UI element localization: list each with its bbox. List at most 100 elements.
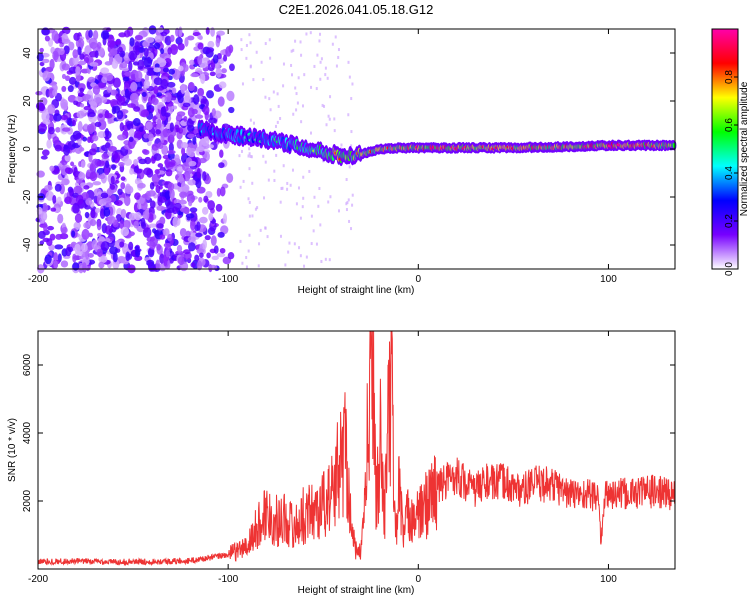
spectrogram-cell (319, 32, 322, 36)
spectrogram-cell (248, 152, 251, 156)
spectrogram-cell (164, 92, 172, 103)
spectrogram-cell (302, 196, 305, 200)
spectrogram-cell (116, 95, 126, 106)
spectrogram-x-tick-label: -200 (28, 274, 48, 285)
spectrogram-cell (76, 110, 85, 119)
spectrogram-cell (137, 202, 142, 210)
spectrogram-cell (162, 67, 170, 73)
spectrogram-cell (94, 208, 101, 214)
snr-x-tick-label: -100 (218, 574, 238, 585)
spectrogram-cell (103, 112, 113, 119)
spectrogram-cell (219, 149, 224, 158)
spectrogram-cell (39, 47, 44, 53)
spectrogram-cell (65, 246, 72, 257)
spectrogram-cell (42, 149, 50, 156)
spectrogram-cell (337, 209, 340, 213)
colorbar-label: Normalized spectral amplitude (739, 81, 750, 216)
spectrogram-cell (112, 77, 121, 89)
spectrogram-cell (190, 262, 196, 268)
spectrogram-cell (85, 249, 90, 260)
spectrogram-cell (44, 35, 50, 42)
spectrogram-cell (345, 178, 348, 182)
spectrogram-cell (264, 42, 267, 46)
spectrogram-cell (189, 148, 196, 153)
spectrogram-cell (144, 209, 150, 220)
spectrogram-cell (125, 251, 131, 262)
spectrogram-cell (348, 75, 351, 79)
spectrogram-cell (273, 178, 276, 182)
spectrogram-cell (167, 127, 177, 138)
spectrogram-cell (47, 104, 56, 115)
spectrogram-cell (329, 195, 332, 199)
colorbar-tick-label: 0.4 (724, 166, 735, 180)
spectrogram-cell (128, 128, 135, 138)
spectrogram-cell (241, 261, 244, 265)
spectrogram-cell (42, 70, 51, 82)
spectrogram-cell (181, 162, 190, 172)
spectrogram-cell (282, 62, 285, 66)
spectrogram-cell (197, 55, 203, 66)
spectrogram-x-tick-label: 100 (600, 274, 617, 285)
spectrogram-cell (188, 160, 197, 167)
spectrogram-cell (45, 191, 54, 201)
spectrogram-cell (119, 219, 124, 230)
spectrogram-cell (348, 219, 351, 223)
spectrogram-cell (167, 150, 176, 155)
spectrogram-cell (46, 139, 52, 149)
spectrogram-cell (240, 48, 243, 52)
spectrogram-cell (145, 121, 153, 131)
spectrogram-cell (337, 48, 340, 52)
spectrogram-cell (61, 127, 71, 132)
colorbar-tick-label: 0.8 (724, 70, 735, 84)
spectrogram-cell (200, 73, 206, 84)
spectrogram-cell (106, 85, 113, 93)
spectrogram-cell (147, 190, 156, 197)
spectrogram-cell (180, 142, 189, 149)
spectrogram-cell (247, 197, 250, 201)
spectrogram-cell (151, 143, 160, 151)
spectrogram-cell (188, 242, 196, 252)
spectrogram-cell (303, 73, 306, 77)
spectrogram-cell (197, 34, 203, 40)
spectrogram-cell (41, 110, 50, 122)
spectrogram-cell (228, 106, 235, 114)
spectrogram-cell (133, 158, 139, 166)
spectrogram-cell (172, 216, 179, 228)
spectrogram-cell (219, 186, 226, 197)
spectrogram-cell (319, 77, 322, 81)
spectrogram-cell (169, 34, 175, 43)
spectrogram-cell (189, 207, 198, 213)
spectrogram-cell (147, 247, 155, 258)
spectrogram-cell (77, 46, 82, 56)
spectrogram-y-ticks: -40 -20 0 20 40 (22, 47, 675, 252)
spectrogram-cell (35, 90, 43, 96)
spectrogram-cell (129, 92, 139, 103)
spectrogram-cell (128, 60, 133, 72)
spectrogram-cell (124, 195, 131, 207)
spectrogram-cell (124, 71, 132, 77)
spectrogram-cell (159, 234, 166, 240)
spectrogram-cell (61, 26, 71, 35)
spectrogram-cell (63, 45, 70, 55)
spectrogram-cell (193, 94, 200, 105)
snr-y-tick-label: 4000 (22, 421, 33, 444)
spectrogram-cell (337, 55, 340, 59)
spectrogram-cell (188, 151, 196, 158)
spectrogram-cell (188, 200, 193, 207)
spectrogram-cell (301, 205, 304, 209)
spectrogram-cell (208, 144, 215, 149)
spectrogram-cell (104, 127, 110, 138)
spectrogram-cell (92, 181, 102, 186)
spectrogram-cell (164, 112, 171, 118)
spectrogram-cell (295, 108, 298, 112)
spectrogram-cell (96, 160, 106, 167)
spectrogram-cell (318, 186, 321, 190)
colorbar-ticks: 0.0 0.2 0.4 0.6 0.8 (724, 70, 738, 276)
spectrogram-cell (39, 61, 45, 67)
spectrogram-cell (138, 126, 144, 133)
spectrogram-cell (64, 196, 72, 205)
spectrogram-cell (123, 158, 133, 166)
spectrogram-cell (97, 232, 102, 237)
spectrogram-cell (78, 172, 86, 181)
spectrogram-cell (110, 175, 115, 185)
